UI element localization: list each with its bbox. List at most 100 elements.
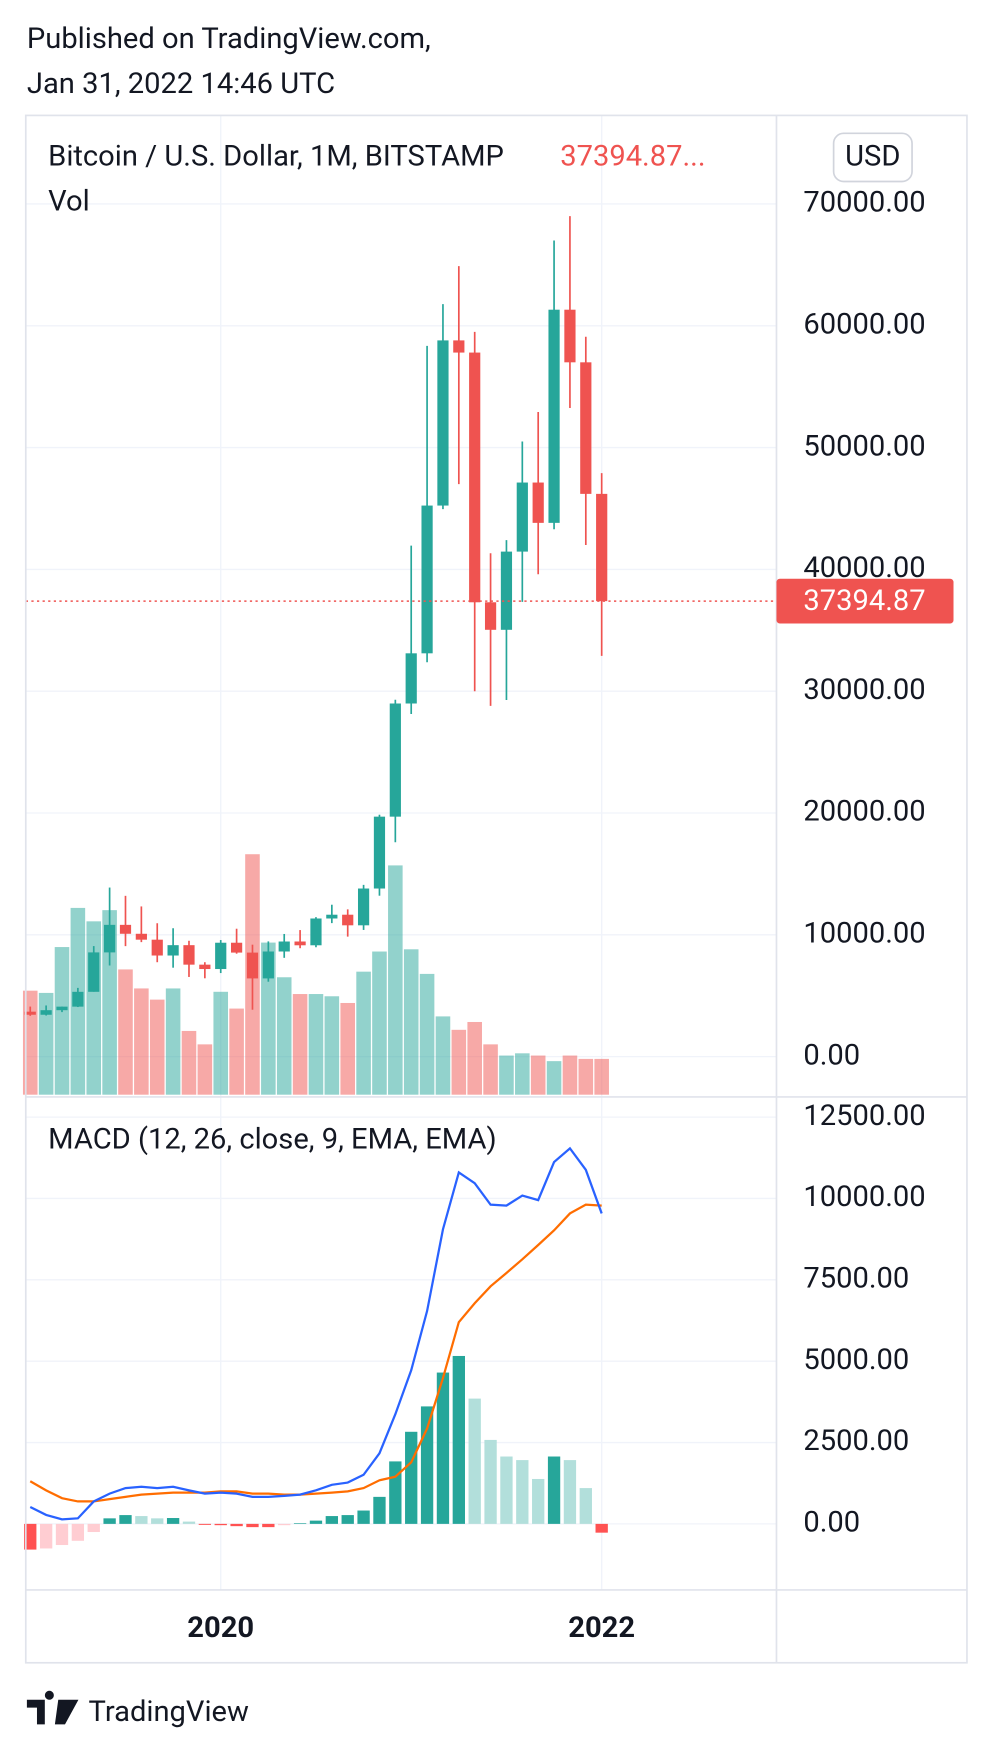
histogram-bar bbox=[452, 1355, 465, 1524]
histogram-bar bbox=[71, 1523, 85, 1541]
logo: TradingView bbox=[26, 1690, 249, 1729]
volume-bar bbox=[102, 910, 117, 1095]
volume-bar bbox=[181, 1030, 197, 1095]
candle-body bbox=[246, 952, 259, 979]
volume-bar bbox=[229, 1008, 244, 1095]
volume-bar bbox=[261, 942, 276, 1095]
symbol-title: Bitcoin / U.S. Dollar, 1M, BITSTAMP bbox=[48, 140, 504, 174]
candle-body bbox=[24, 1011, 36, 1015]
y-tick-label: 10000.00 bbox=[803, 916, 925, 950]
volume-bar bbox=[594, 1058, 609, 1095]
candle-body bbox=[183, 945, 195, 965]
candle-body bbox=[231, 942, 243, 953]
histogram-bar bbox=[87, 1523, 100, 1533]
histogram-bar bbox=[135, 1516, 148, 1524]
volume-title: Vol bbox=[48, 185, 90, 219]
published-date: Jan 31, 2022 14:46 UTC bbox=[27, 67, 335, 101]
volume-bar bbox=[134, 988, 149, 1095]
y-tick-label: 50000.00 bbox=[803, 429, 925, 463]
histogram-bar bbox=[484, 1439, 497, 1524]
y-tick-label: 12500.00 bbox=[803, 1099, 925, 1133]
candle-body bbox=[104, 924, 116, 953]
histogram-bar bbox=[436, 1372, 450, 1524]
histogram-bar bbox=[119, 1515, 132, 1524]
histogram-bar bbox=[579, 1488, 592, 1524]
histogram-bar bbox=[214, 1523, 227, 1526]
x-tick-label: 2022 bbox=[568, 1611, 635, 1645]
histogram-bar bbox=[39, 1523, 53, 1549]
candle-body bbox=[167, 945, 179, 956]
histogram-bar bbox=[373, 1496, 386, 1524]
y-tick-label: 0.00 bbox=[803, 1506, 860, 1540]
currency-button[interactable] bbox=[832, 132, 913, 183]
frame bbox=[24, 114, 968, 1664]
candle-body bbox=[564, 309, 576, 363]
signal-line bbox=[29, 1203, 602, 1503]
volume-bar bbox=[435, 1016, 451, 1095]
histogram-bar bbox=[182, 1521, 196, 1524]
candle-body bbox=[580, 362, 592, 494]
candle-body bbox=[151, 939, 163, 956]
macd-title: MACD (12, 26, close, 9, EMA, EMA) bbox=[48, 1122, 496, 1156]
volume-bar bbox=[54, 947, 70, 1095]
histogram-bar bbox=[55, 1523, 69, 1546]
volume-bar bbox=[356, 971, 371, 1095]
volume-bar bbox=[515, 1053, 530, 1095]
candle-body bbox=[294, 941, 306, 946]
candle-body bbox=[88, 952, 100, 992]
histogram-bar bbox=[151, 1518, 164, 1524]
histogram-bar bbox=[547, 1456, 561, 1524]
histogram-bar bbox=[166, 1518, 180, 1524]
volume-bar bbox=[197, 1044, 213, 1095]
x-tick-label: 2020 bbox=[187, 1611, 254, 1645]
volume-bar bbox=[546, 1061, 562, 1095]
volume-bar bbox=[308, 994, 324, 1095]
volume-bar bbox=[38, 992, 54, 1095]
y-tick-label: 70000.00 bbox=[803, 186, 925, 220]
candle-body bbox=[72, 991, 84, 1007]
volume-bar bbox=[578, 1058, 594, 1095]
volume-bar bbox=[324, 996, 340, 1095]
candle-body bbox=[357, 888, 370, 926]
volume-bar bbox=[118, 969, 133, 1095]
volume-bar bbox=[213, 991, 229, 1095]
y-tick-label: 30000.00 bbox=[803, 673, 925, 707]
y-tick-label: 2500.00 bbox=[803, 1424, 909, 1458]
histogram-bar bbox=[262, 1523, 275, 1528]
histogram-bar bbox=[325, 1516, 339, 1524]
histogram-bar bbox=[500, 1456, 513, 1524]
candle-body bbox=[469, 352, 481, 603]
volume-bar bbox=[276, 977, 292, 1095]
y-tick-label: 7500.00 bbox=[803, 1262, 909, 1296]
macd-line bbox=[29, 1146, 603, 1521]
histogram-bar bbox=[246, 1523, 259, 1528]
candle-body bbox=[532, 482, 544, 523]
candle-body bbox=[405, 653, 417, 704]
currency-label[interactable]: USD bbox=[845, 140, 900, 174]
histogram-bar bbox=[468, 1398, 481, 1524]
candle-body bbox=[135, 933, 147, 940]
candle-body bbox=[262, 951, 274, 979]
candle-body bbox=[278, 941, 290, 952]
histogram-bar bbox=[103, 1518, 116, 1524]
histogram-bar bbox=[563, 1460, 577, 1524]
histogram-bar bbox=[230, 1523, 243, 1527]
volume-bar bbox=[530, 1055, 546, 1095]
volume-bar bbox=[165, 988, 181, 1095]
brand: TradingView bbox=[89, 1695, 249, 1729]
volume-bar bbox=[483, 1044, 498, 1095]
histogram-bar bbox=[198, 1523, 212, 1525]
histogram-bar bbox=[389, 1461, 402, 1524]
volume-bar bbox=[419, 973, 435, 1095]
candle-body bbox=[40, 1010, 52, 1015]
y-tick-label: 10000.00 bbox=[803, 1180, 925, 1214]
histogram-bar bbox=[357, 1510, 370, 1524]
last-price-label: 37394.87 bbox=[803, 584, 925, 618]
volume-bar bbox=[499, 1055, 514, 1095]
y-tick-label: 20000.00 bbox=[803, 795, 925, 829]
y-tick-label: 0.00 bbox=[803, 1038, 860, 1072]
candle-body bbox=[326, 914, 338, 919]
published: Published on TradingView.com, bbox=[27, 22, 431, 56]
